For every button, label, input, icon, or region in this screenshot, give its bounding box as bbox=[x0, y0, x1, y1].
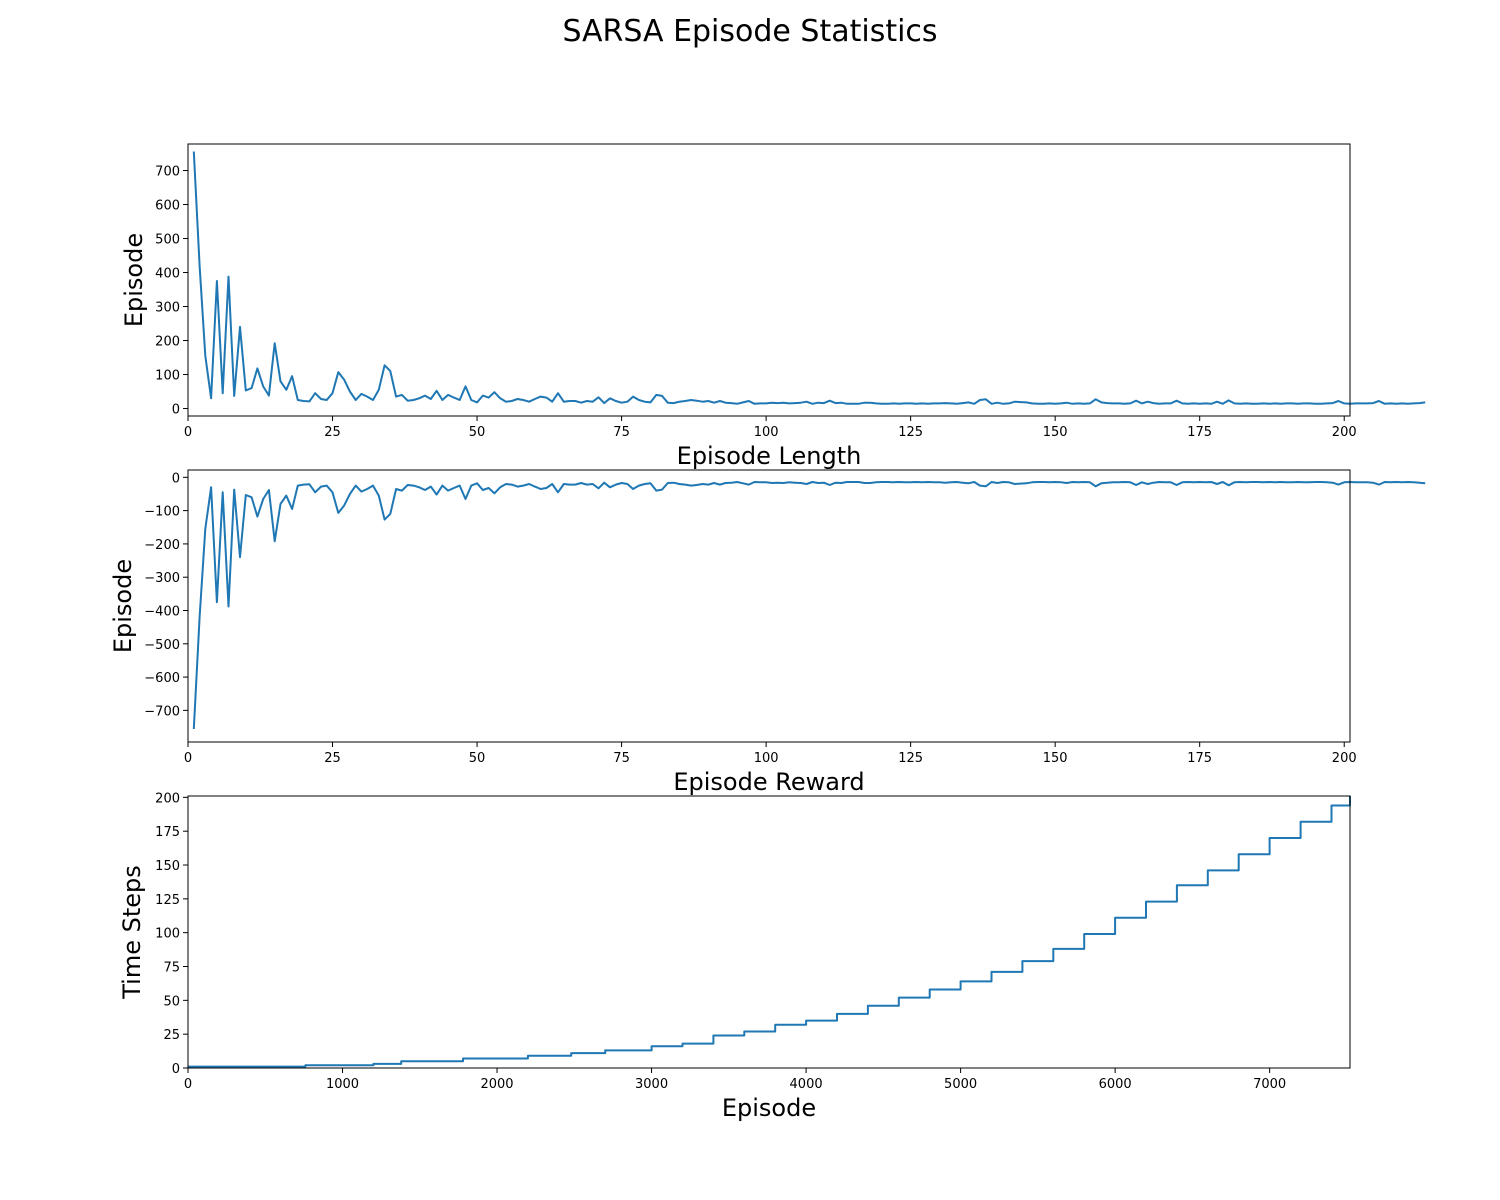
x-axis-label: Episode Length bbox=[677, 442, 862, 470]
y-tick-label: −700 bbox=[144, 704, 180, 719]
axes-frame bbox=[187, 143, 1351, 417]
y-tick-label: 150 bbox=[155, 859, 180, 874]
x-tick-label: 50 bbox=[469, 751, 486, 766]
subplot-2: 0 25 50 75 100 125 150 175 200 0 −100 −200 −300 −400 −… bbox=[109, 469, 1426, 796]
x-tick-label: 50 bbox=[469, 425, 486, 440]
x-tick-label: 75 bbox=[613, 751, 630, 766]
figure-title: SARSA Episode Statistics bbox=[562, 14, 938, 49]
x-tick-label: 5000 bbox=[944, 1077, 977, 1092]
x-tick-label: 175 bbox=[1187, 425, 1212, 440]
y-tick-label: 0 bbox=[172, 1062, 180, 1077]
y-tick-label: 125 bbox=[155, 893, 180, 908]
series-line-3-1 bbox=[188, 796, 1351, 1068]
x-tick-label: 125 bbox=[898, 425, 923, 440]
y-tick-label: −300 bbox=[144, 571, 180, 586]
series-line-1-1 bbox=[192, 151, 1426, 405]
y-tick-label: 200 bbox=[155, 791, 180, 806]
y-tick-label: 200 bbox=[155, 335, 180, 350]
x-tick-label: 25 bbox=[324, 751, 341, 766]
x-tick-label: 75 bbox=[613, 425, 630, 440]
y-tick-label: 700 bbox=[155, 165, 180, 180]
x-tick-label: 200 bbox=[1332, 751, 1357, 766]
x-tick-label: 0 bbox=[184, 425, 192, 440]
x-tick-label: 150 bbox=[1043, 425, 1068, 440]
x-tick-label: 100 bbox=[754, 751, 779, 766]
y-axis-label: Episode bbox=[120, 233, 148, 327]
y-tick-label: 50 bbox=[163, 994, 180, 1009]
subplot-1: 0 25 50 75 100 125 150 175 200 0 100 200 300 400 500 60… bbox=[120, 143, 1426, 470]
x-tick-label: 3000 bbox=[635, 1077, 668, 1092]
x-tick-label: 2000 bbox=[480, 1077, 513, 1092]
x-tick-label: 4000 bbox=[790, 1077, 823, 1092]
x-tick-label: 1000 bbox=[326, 1077, 359, 1092]
x-tick-label: 175 bbox=[1187, 751, 1212, 766]
y-tick-label: 0 bbox=[172, 403, 180, 418]
x-tick-label: 200 bbox=[1332, 425, 1357, 440]
y-tick-label: 75 bbox=[163, 961, 180, 976]
y-tick-label: 0 bbox=[172, 471, 180, 486]
x-tick-label: 6000 bbox=[1099, 1077, 1132, 1092]
x-tick-label: 100 bbox=[754, 425, 779, 440]
x-axis-label: Episode Reward bbox=[673, 768, 864, 796]
axes-frame bbox=[187, 795, 1351, 1069]
y-axis-label: Time Steps bbox=[118, 865, 146, 1000]
x-axis-label: Episode bbox=[722, 1094, 816, 1122]
x-tick-label: 7000 bbox=[1253, 1077, 1286, 1092]
y-tick-label: 400 bbox=[155, 267, 180, 282]
x-tick-label: 125 bbox=[898, 751, 923, 766]
axes-frame bbox=[187, 469, 1351, 743]
x-tick-label: 0 bbox=[184, 1077, 192, 1092]
y-tick-label: 500 bbox=[155, 233, 180, 248]
y-tick-label: −600 bbox=[144, 671, 180, 686]
x-tick-label: 25 bbox=[324, 425, 341, 440]
x-tick-label: 0 bbox=[184, 751, 192, 766]
y-tick-label: 300 bbox=[155, 301, 180, 316]
y-tick-label: −400 bbox=[144, 604, 180, 619]
series-line-2-1 bbox=[192, 481, 1426, 730]
y-axis-label: Episode bbox=[109, 559, 137, 653]
y-tick-label: 600 bbox=[155, 199, 180, 214]
y-tick-label: 25 bbox=[163, 1028, 180, 1043]
y-tick-label: 100 bbox=[155, 369, 180, 384]
y-tick-label: −200 bbox=[144, 538, 180, 553]
y-tick-label: −100 bbox=[144, 505, 180, 520]
x-tick-label: 150 bbox=[1043, 751, 1068, 766]
subplot-3: 0 1000 2000 3000 4000 5000 6000 7000 0 25 50 75 100 1… bbox=[118, 791, 1351, 1122]
y-tick-label: 100 bbox=[155, 927, 180, 942]
y-tick-label: −500 bbox=[144, 638, 180, 653]
y-tick-label: 175 bbox=[155, 825, 180, 840]
